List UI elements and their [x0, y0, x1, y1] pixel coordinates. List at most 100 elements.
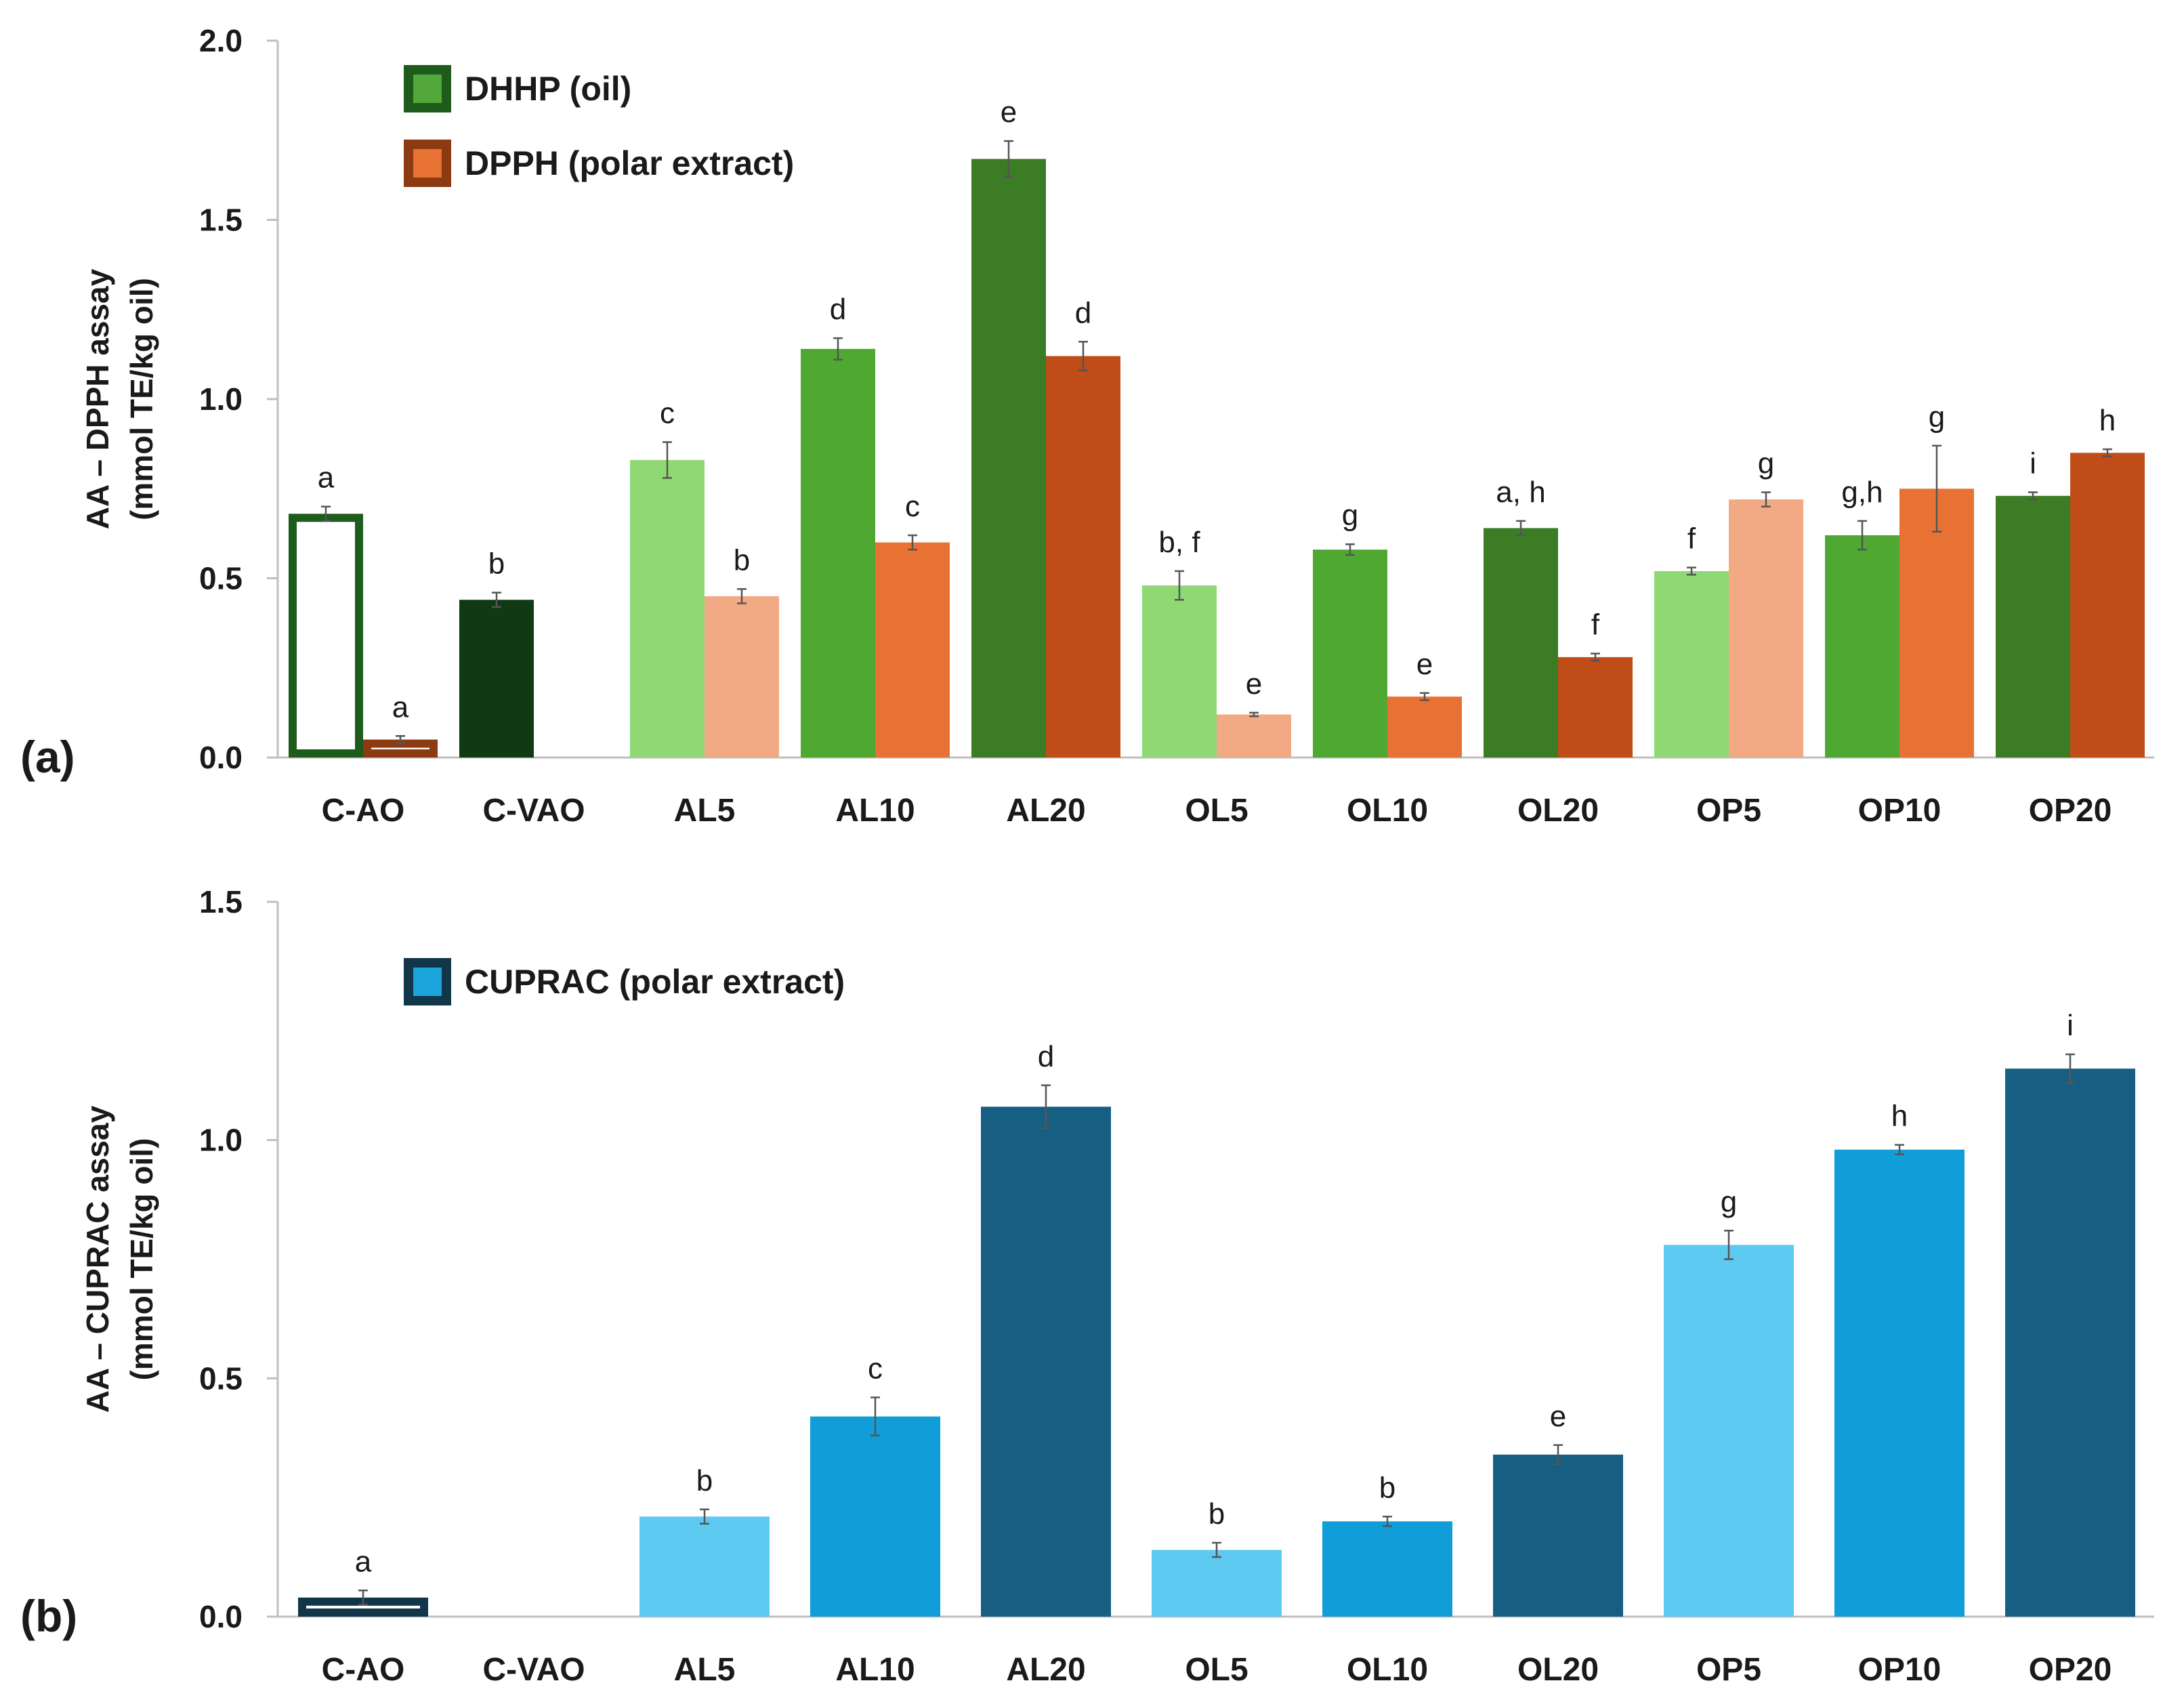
- significance-label: b, f: [1158, 526, 1200, 559]
- y-axis-title-line2: (mmol TE/kg oil): [124, 278, 159, 520]
- significance-label: g: [1929, 400, 1945, 434]
- bar-8-series-0: [1654, 570, 1729, 757]
- significance-label: e: [1001, 96, 1017, 129]
- bar-2-series-0: [639, 1516, 770, 1617]
- legend-swatch: [404, 140, 451, 187]
- bar-0-series-1: [363, 739, 438, 758]
- x-tick-label: OP10: [1858, 793, 1941, 829]
- bar-3-series-1: [875, 542, 950, 757]
- bar-10-series-0: [2005, 1068, 2135, 1617]
- bar-3-series-0: [801, 348, 875, 757]
- bar-6-series-1: [1387, 697, 1462, 757]
- significance-label: i: [2067, 1009, 2074, 1042]
- bar-6-series-0: [1322, 1521, 1452, 1617]
- y-axis-title-line1: AA – DPPH assay: [80, 268, 115, 529]
- bar-10-series-1: [2070, 453, 2145, 757]
- x-tick-label: OP5: [1696, 1652, 1761, 1688]
- x-tick-label: AL5: [674, 793, 736, 829]
- bar-1-series-0: [459, 600, 534, 757]
- significance-label: c: [660, 396, 675, 430]
- x-tick-label: OL20: [1517, 1652, 1599, 1688]
- y-tick-label: 1.5: [199, 884, 243, 919]
- significance-label: b: [1209, 1497, 1225, 1531]
- x-tick-label: OL10: [1347, 1652, 1428, 1688]
- x-tick-label: OP20: [2029, 793, 2112, 829]
- significance-label: e: [1246, 667, 1262, 701]
- significance-label: g: [1342, 499, 1358, 532]
- bar-5-series-0: [1152, 1550, 1282, 1617]
- significance-label: c: [868, 1352, 883, 1385]
- significance-label: h: [2099, 404, 2116, 437]
- significance-label: a: [392, 690, 409, 724]
- bar-6-series-0: [1313, 549, 1387, 757]
- bar-7-series-1: [1558, 657, 1633, 757]
- significance-label: b: [696, 1464, 713, 1497]
- significance-label: g,h: [1841, 476, 1883, 509]
- x-tick-label: OL5: [1185, 1652, 1248, 1688]
- x-tick-label: C-VAO: [482, 1652, 585, 1688]
- bar-2-series-1: [705, 596, 779, 757]
- bar-0-series-0: [289, 514, 363, 758]
- significance-label: b: [1379, 1471, 1395, 1504]
- significance-label: e: [1550, 1400, 1566, 1433]
- legend-label: CUPRAC (polar extract): [465, 963, 845, 1001]
- x-tick-label: OL10: [1347, 793, 1428, 829]
- significance-label: c: [905, 490, 920, 523]
- bar-4-series-1: [1046, 356, 1120, 757]
- significance-label: g: [1721, 1185, 1737, 1218]
- legend-label: DHHP (oil): [465, 70, 631, 108]
- y-tick-label: 0.5: [199, 561, 243, 596]
- x-tick-label: OL20: [1517, 793, 1599, 829]
- significance-label: i: [2030, 447, 2036, 480]
- significance-label: d: [1075, 296, 1091, 329]
- bar-5-series-1: [1217, 714, 1291, 757]
- significance-label: e: [1416, 648, 1433, 681]
- bar-7-series-0: [1493, 1454, 1623, 1617]
- x-tick-label: AL10: [835, 1652, 915, 1688]
- x-tick-label: C-AO: [322, 793, 405, 829]
- x-tick-label: AL5: [674, 1652, 736, 1688]
- panel-a: 0.0 0.5 1.0 1.5 2.0 C-AO C-VAO AL5 AL10 AL20 OL5 OL…: [20, 23, 2154, 829]
- x-tick-label: C-AO: [322, 1652, 405, 1688]
- bar-10-series-0: [1996, 495, 2070, 757]
- bar-9-series-0: [1825, 535, 1899, 757]
- x-tick-label: OL5: [1185, 793, 1248, 829]
- significance-label: f: [1591, 608, 1600, 642]
- significance-label: a, h: [1496, 476, 1545, 509]
- x-tick-label: C-VAO: [482, 793, 585, 829]
- significance-label: a: [318, 461, 335, 495]
- panel-label: (b): [20, 1591, 77, 1641]
- y-tick-label: 0.0: [199, 740, 243, 775]
- panel-b: 0.0 0.5 1.0 1.5 C-AO C-VAO AL5 AL10 AL20 OL5 OL10 O…: [20, 884, 2154, 1688]
- legend-label: DPPH (polar extract): [465, 144, 794, 182]
- bar-8-series-1: [1729, 499, 1803, 757]
- y-tick-label: 1.5: [199, 203, 243, 238]
- significance-label: b: [734, 543, 750, 577]
- significance-label: a: [355, 1545, 372, 1578]
- bar-8-series-0: [1664, 1245, 1794, 1617]
- significance-label: b: [488, 547, 505, 581]
- significance-label: d: [830, 293, 846, 326]
- bar-7-series-0: [1484, 528, 1558, 757]
- bar-3-series-0: [810, 1416, 940, 1617]
- y-tick-label: 1.0: [199, 1123, 243, 1158]
- significance-label: g: [1758, 447, 1774, 480]
- legend-swatch: [404, 958, 451, 1005]
- y-tick-label: 0.5: [199, 1361, 243, 1396]
- panel-label: (a): [20, 732, 75, 782]
- significance-label: h: [1891, 1100, 1908, 1133]
- y-tick-label: 0.0: [199, 1599, 243, 1634]
- bar-4-series-0: [981, 1106, 1111, 1617]
- x-tick-label: OP10: [1858, 1652, 1941, 1688]
- bar-9-series-1: [1899, 489, 1974, 757]
- y-tick-label: 1.0: [199, 381, 243, 417]
- x-tick-label: AL20: [1006, 1652, 1085, 1688]
- bar-2-series-0: [630, 459, 705, 757]
- significance-label: d: [1038, 1040, 1054, 1073]
- x-tick-label: OP20: [2029, 1652, 2112, 1688]
- x-tick-label: OP5: [1696, 793, 1761, 829]
- bar-5-series-0: [1142, 585, 1217, 757]
- y-tick-label: 2.0: [199, 23, 243, 58]
- bar-4-series-0: [971, 159, 1046, 757]
